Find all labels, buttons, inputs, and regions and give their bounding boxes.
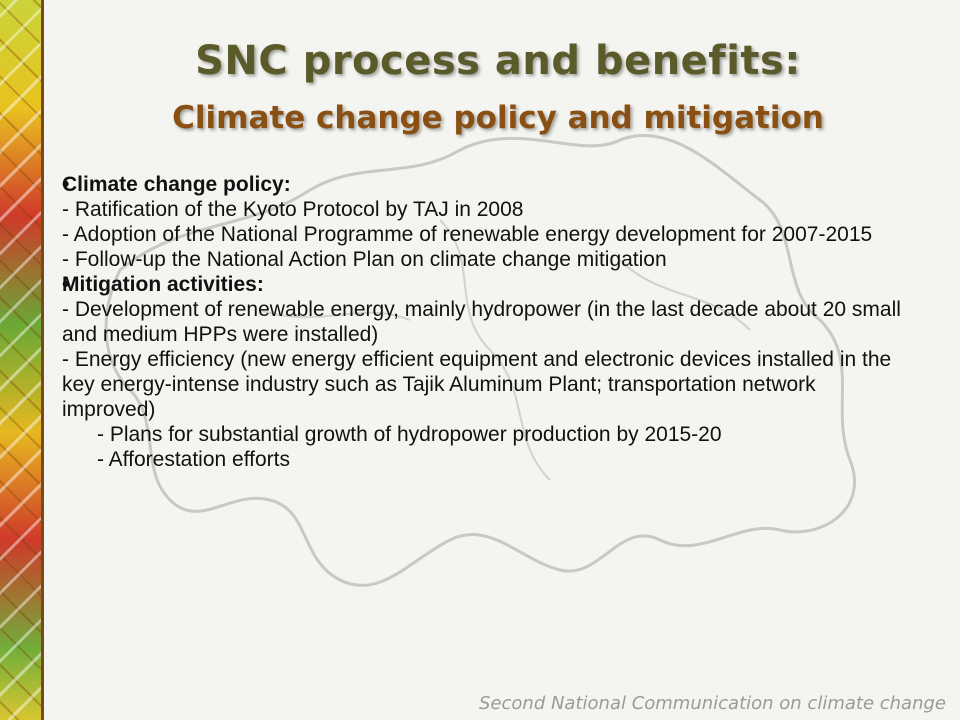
- decorative-border: [0, 0, 44, 720]
- list-item: - Energy efficiency (new energy efficien…: [62, 348, 892, 421]
- slide-subtitle: Climate change policy and mitigation: [172, 100, 824, 136]
- list-item: - Plans for substantial growth of hydrop…: [97, 423, 722, 446]
- footer-text: Second National Communication on climate…: [479, 693, 946, 714]
- list-item: - Follow-up the National Action Plan on …: [62, 248, 667, 271]
- slide-title: SNC process and benefits:: [195, 38, 801, 84]
- section-heading: • Mitigation activities:: [62, 273, 264, 296]
- map-outline-background: [104, 133, 857, 587]
- bullet-icon: •: [62, 273, 70, 296]
- list-item: - Ratification of the Kyoto Protocol by …: [62, 198, 524, 221]
- list-item: - Adoption of the National Programme of …: [62, 223, 873, 246]
- section-heading: • Climate change policy:: [62, 173, 291, 196]
- list-item: - Afforestation efforts: [97, 448, 290, 471]
- bullet-icon: •: [62, 173, 70, 196]
- list-item: - Development of renewable energy, mainl…: [62, 298, 901, 346]
- content-list: • Climate change policy: - Ratification o…: [62, 172, 902, 472]
